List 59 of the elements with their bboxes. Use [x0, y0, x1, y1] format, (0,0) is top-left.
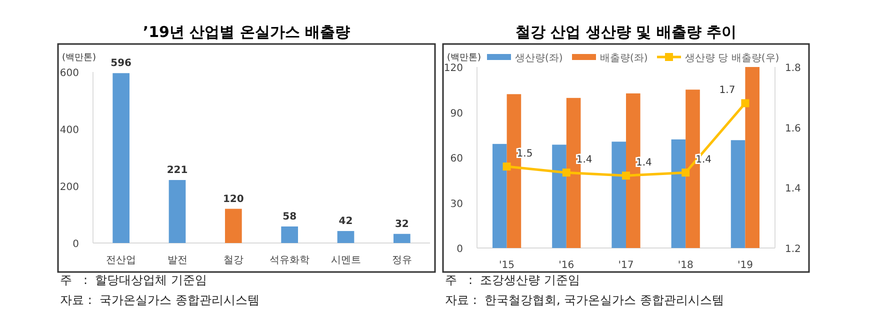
y-tick-label: 0	[456, 244, 463, 255]
chart-title: 철강 산업 생산량 및 배출량 추이	[515, 23, 737, 41]
y2-tick-label: 1.4	[785, 184, 801, 195]
text: 자료 : 국가온실가스 종합관리시스템	[60, 293, 260, 307]
bar	[552, 144, 566, 248]
y2-tick-label: 1.2	[785, 244, 801, 255]
y-tick-label: 0	[72, 239, 79, 250]
data-label: 1.7	[719, 85, 736, 96]
bar	[612, 142, 626, 248]
x-tick-label: '17	[618, 260, 634, 271]
x-tick-label: '16	[558, 260, 574, 271]
bar	[281, 226, 298, 243]
point	[562, 168, 570, 177]
data-label: 32	[394, 218, 409, 230]
bar	[224, 208, 242, 243]
legend-label: 생산량 당 배출량(우)	[685, 53, 780, 64]
legend-label: 생산량(좌)	[515, 53, 563, 64]
bar	[337, 231, 354, 243]
text: 주 : 조강생산량 기준임	[445, 273, 580, 287]
bar	[745, 67, 760, 248]
point	[682, 168, 690, 177]
bar	[492, 144, 507, 248]
legend-label: 배출량(좌)	[600, 53, 648, 64]
x-tick-label: 석유화학	[270, 255, 310, 266]
bar	[168, 180, 186, 243]
y-tick-label: 90	[450, 108, 463, 120]
point	[741, 99, 750, 108]
bar	[393, 234, 410, 243]
bar	[112, 73, 130, 243]
y-tick-label: 400	[60, 125, 79, 136]
x-tick-label: 철강	[223, 255, 244, 266]
x-tick-label: 전산업	[106, 255, 136, 266]
data-label: 120	[222, 194, 244, 205]
y2-tick-label: 1.6	[785, 123, 801, 134]
bar	[730, 140, 746, 248]
text: 자료 : 한국철강협회, 국가온실가스 종합관리시스템	[445, 293, 724, 307]
x-tick-label: 정유	[392, 255, 412, 266]
y-tick-label: 60	[450, 154, 463, 164]
x-tick-label: 발전	[167, 255, 188, 266]
data-label: 596	[110, 58, 132, 70]
bar	[671, 139, 686, 248]
data-label: 221	[166, 165, 188, 176]
x-tick-label: '18	[678, 260, 694, 271]
x-tick-label: '15	[499, 260, 515, 271]
y-tick-label: 600	[60, 68, 79, 79]
y-axis-title: (백만톤)	[447, 53, 482, 63]
y-tick-label: 30	[450, 198, 463, 210]
point	[622, 172, 630, 180]
y-axis-title: (백만톤)	[62, 53, 96, 63]
y-tick-label: 200	[60, 182, 79, 193]
text: 주 : 할당대상업체 기준임	[60, 273, 207, 287]
x-tick-label: 시멘트	[330, 255, 361, 266]
y2-tick-label: 1.8	[785, 63, 801, 74]
y-tick-label: 120	[444, 63, 463, 74]
chart-title: ’19년 산업별 온실가스 배출량	[142, 23, 350, 41]
point	[502, 162, 511, 171]
x-tick-label: '19	[737, 260, 753, 271]
data-label: 58	[282, 211, 297, 222]
data-label: 42	[338, 216, 353, 228]
